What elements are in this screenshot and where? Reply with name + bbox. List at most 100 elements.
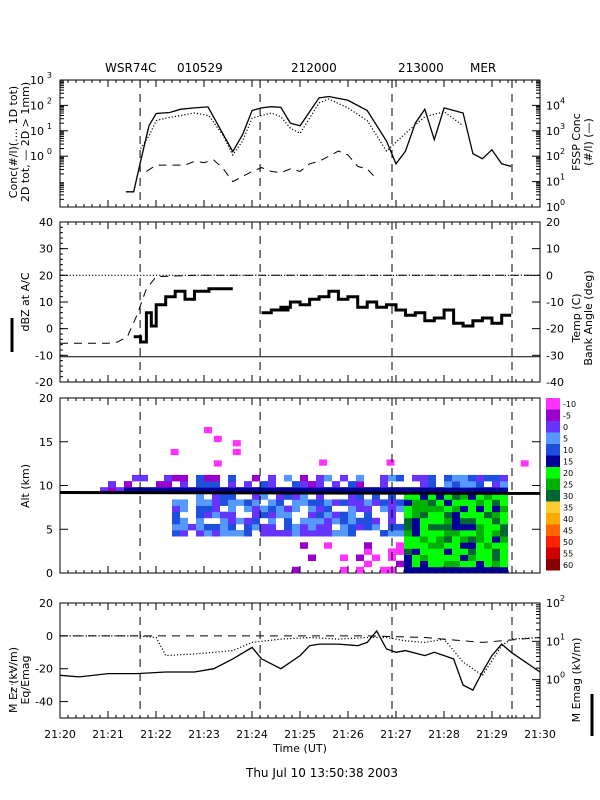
heatmap-cell	[140, 474, 148, 482]
heatmap-cell	[372, 554, 380, 561]
heatmap-cell	[276, 511, 284, 519]
heatmap-cell	[428, 493, 436, 500]
heatmap-cell	[460, 505, 468, 513]
heatmap-cell	[196, 530, 204, 537]
heatmap-cell	[292, 493, 300, 500]
heatmap-cell	[460, 554, 468, 561]
aircraft-track-line	[59, 491, 541, 495]
heatmap-cell	[340, 523, 348, 531]
heatmap-cell	[220, 499, 228, 506]
y-tick-label-right: 10	[546, 243, 560, 256]
heatmap-cell	[284, 511, 292, 519]
heatmap-cell	[388, 505, 396, 513]
heatmap-cell	[212, 530, 220, 537]
heatmap-cell	[468, 517, 476, 525]
heatmap-cell	[412, 474, 420, 482]
heatmap-cell	[356, 493, 364, 500]
heatmap-cell	[244, 505, 252, 513]
heatmap-cell	[476, 530, 484, 537]
heatmap-cell	[468, 493, 476, 500]
heatmap-cell	[276, 530, 284, 537]
heatmap-cell	[492, 554, 500, 561]
series-group	[60, 274, 540, 358]
heatmap-cell	[356, 505, 364, 513]
heatmap-cell	[180, 474, 188, 482]
heatmap-cell	[492, 493, 500, 500]
heatmap-cell	[300, 523, 308, 531]
heatmap-cell	[420, 536, 428, 543]
heatmap-cell	[356, 499, 364, 506]
x-tick-label: 21:26	[332, 728, 364, 741]
heatmap-cell	[468, 481, 476, 488]
heatmap-cell	[252, 474, 260, 482]
heatmap-cell	[196, 487, 204, 494]
colorbar-label: 40	[563, 515, 573, 524]
heatmap-cell	[404, 536, 412, 543]
heatmap-cell	[300, 474, 308, 482]
colorbar-label: 45	[563, 527, 573, 536]
heatmap-cell	[156, 487, 164, 494]
heatmap-cell	[172, 474, 180, 482]
heatmap-cell	[348, 505, 356, 513]
heatmap-cell	[196, 481, 204, 488]
heatmap-cell	[468, 560, 476, 568]
heatmap-cell	[364, 505, 372, 513]
heatmap-cell	[300, 499, 308, 506]
heatmap-cell	[388, 548, 396, 555]
heatmap-cell	[364, 542, 372, 549]
heatmap-cell	[428, 511, 436, 519]
heatmap-cell	[380, 530, 388, 537]
heatmap-cell	[204, 530, 212, 537]
heatmap-cell	[348, 499, 356, 506]
heatmap-cell	[500, 536, 508, 543]
heatmap-cell	[364, 548, 372, 555]
heatmap-cell	[356, 481, 364, 488]
heatmap-cell	[228, 511, 236, 519]
heatmap-cell	[428, 481, 436, 488]
y-tick-label-left-base: 10	[30, 99, 44, 112]
heatmap-cell	[444, 493, 452, 500]
heatmap-cell	[396, 548, 404, 555]
y-tick-label-left: 20	[39, 269, 53, 282]
y-tick-label-right: -20	[546, 323, 564, 336]
heatmap-cell	[428, 566, 436, 574]
heatmap-cell	[316, 487, 324, 494]
colorbar-label: 25	[563, 481, 573, 490]
x-tick-label: 21:20	[44, 728, 76, 741]
heatmap-cell	[292, 487, 300, 494]
heatmap-cell	[476, 542, 484, 549]
heatmap-cell	[468, 511, 476, 519]
heatmap-cell	[316, 474, 324, 482]
colorbar-swatch	[546, 501, 560, 513]
xlabel: Time (UT)	[272, 742, 327, 755]
heatmap-cell	[180, 487, 188, 494]
heatmap-cell	[180, 481, 188, 488]
heatmap-cell	[388, 517, 396, 525]
heatmap-cell	[212, 493, 220, 500]
heatmap-cells	[100, 427, 529, 574]
heatmap-cell	[172, 505, 180, 513]
heatmap-cell	[268, 511, 276, 519]
x-tick-label: 21:22	[140, 728, 172, 741]
colorbar-label: 35	[563, 504, 573, 513]
heatmap-cell	[436, 536, 444, 543]
heatmap-cell	[204, 505, 212, 513]
heatmap-cell	[196, 523, 204, 531]
heatmap-cell	[340, 499, 348, 506]
heatmap-cell	[476, 560, 484, 568]
heatmap-cell	[212, 487, 220, 494]
heatmap-cell	[196, 493, 204, 500]
y-tick-label-left: -10	[35, 349, 53, 362]
heatmap-cell	[324, 499, 332, 506]
heatmap-cell	[492, 487, 500, 494]
ticks: 10 310 210 110 010 410 310 210 110 0	[30, 71, 565, 214]
heatmap-cell	[292, 530, 300, 537]
ylabel-left-1: M Ez (kV/m)	[7, 647, 20, 713]
heatmap-cell	[444, 505, 452, 513]
y-tick-label-right-base: 10	[546, 150, 560, 163]
heatmap-cell	[452, 530, 460, 537]
heatmap-cell	[228, 517, 236, 525]
ylabel-right-2: (#/l) (—)	[582, 118, 595, 166]
heatmap-cell	[476, 517, 484, 525]
x-tick-label: 21:23	[188, 728, 220, 741]
